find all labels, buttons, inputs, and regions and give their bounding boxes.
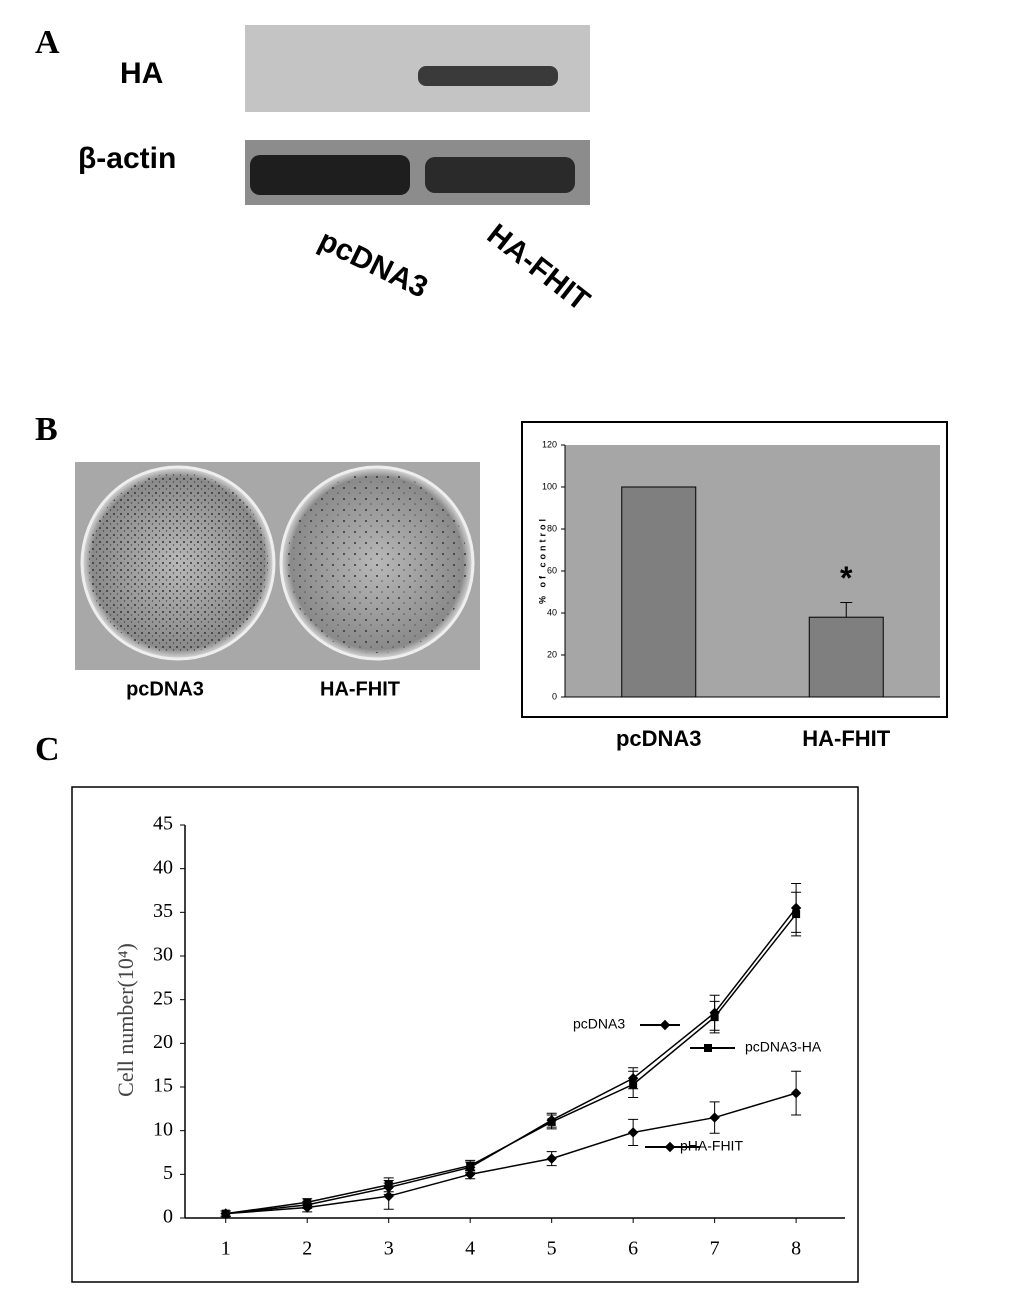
lane-label: HA-FHIT	[481, 218, 596, 318]
marker	[466, 1161, 475, 1170]
chart-frame	[71, 786, 859, 1283]
blot-band	[418, 66, 558, 86]
legend-label: pcDNA3	[573, 1016, 625, 1032]
y-tick-label: 30	[153, 944, 173, 966]
marker	[302, 1202, 313, 1213]
y-tick-label: 120	[542, 439, 557, 449]
legend-marker	[704, 1044, 712, 1052]
error-bar	[840, 602, 853, 618]
y-tick-label: 0	[552, 691, 557, 701]
x-tick-label: 7	[710, 1238, 720, 1260]
y-axis-label: Cell number(10⁴)	[113, 943, 138, 1097]
y-tick-label: 0	[163, 1206, 173, 1228]
bar	[621, 486, 697, 698]
legend-marker	[659, 1019, 671, 1031]
x-tick-label: 2	[302, 1238, 312, 1260]
marker	[220, 1208, 231, 1219]
blot-row-label: HA	[120, 57, 163, 90]
marker	[710, 1013, 719, 1022]
x-tick-label: 8	[791, 1238, 801, 1260]
x-tick-label: 4	[465, 1238, 475, 1260]
x-tick-label: 6	[628, 1238, 638, 1260]
marker	[792, 910, 801, 919]
y-tick-label: 20	[547, 649, 557, 659]
panel-label: B	[35, 411, 58, 448]
y-tick-label: 35	[153, 900, 173, 922]
y-tick-label: 60	[547, 565, 557, 575]
y-tick-label: 25	[153, 987, 173, 1009]
y-axis-label: % of control	[537, 516, 547, 604]
y-tick-label: 80	[547, 523, 557, 533]
bar	[808, 616, 884, 698]
colonies	[287, 473, 467, 653]
x-tick-label: 1	[221, 1238, 231, 1260]
marker	[464, 1169, 476, 1180]
marker	[303, 1198, 312, 1207]
y-tick-label: 45	[153, 813, 173, 835]
marker	[709, 1112, 720, 1123]
x-tick-label: 5	[547, 1238, 557, 1260]
blot-band	[250, 155, 410, 195]
blot-row-label: β-actin	[78, 142, 176, 175]
panel-label: A	[35, 24, 60, 61]
x-tick-label: HA-FHIT	[802, 726, 891, 751]
series-line	[225, 913, 797, 1215]
blot-band	[425, 157, 575, 193]
colonies	[88, 473, 268, 653]
x-tick-label: pcDNA3	[616, 726, 702, 751]
panel-label: C	[35, 731, 60, 768]
y-tick-label: 10	[153, 1118, 173, 1140]
y-tick-label: 5	[163, 1162, 173, 1184]
marker	[790, 1087, 802, 1099]
photo-label: HA-FHIT	[320, 678, 400, 700]
legend-label: pHA-FHIT	[680, 1138, 743, 1154]
y-tick-label: 15	[153, 1075, 173, 1097]
marker	[629, 1080, 638, 1089]
legend-marker	[664, 1141, 676, 1153]
marker	[546, 1153, 557, 1164]
y-tick-label: 40	[153, 856, 173, 878]
annotation: *	[840, 560, 853, 596]
marker	[547, 1117, 556, 1126]
series-line	[225, 1092, 797, 1215]
marker	[383, 1190, 394, 1202]
y-tick-label: 20	[153, 1031, 173, 1053]
photo-label: pcDNA3	[126, 678, 204, 700]
legend-label: pcDNA3-HA	[745, 1039, 822, 1055]
marker	[627, 1127, 639, 1138]
lane-label: pcDNA3	[313, 224, 432, 305]
y-tick-label: 40	[547, 607, 557, 617]
y-tick-label: 100	[542, 481, 557, 491]
x-tick-label: 3	[384, 1238, 394, 1260]
